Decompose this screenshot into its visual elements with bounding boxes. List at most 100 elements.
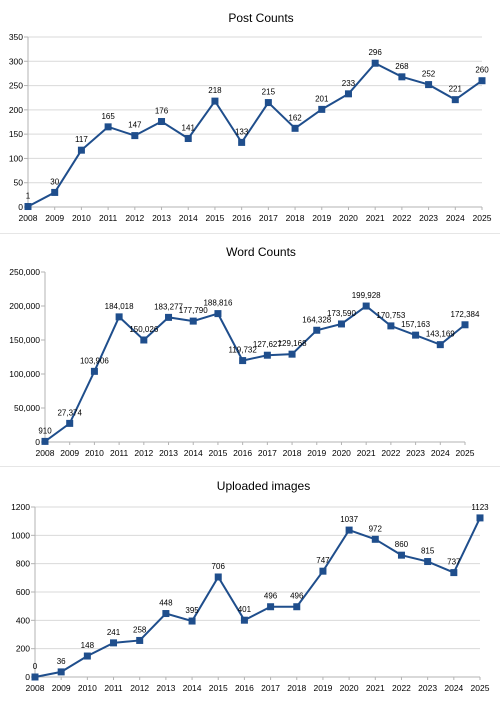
data-point: [90, 367, 98, 375]
data-point: [337, 320, 345, 328]
data-point: [158, 118, 166, 126]
data-point: [184, 135, 192, 143]
data-point: [397, 551, 405, 559]
data-point: [436, 341, 444, 349]
data-label: 129,168: [278, 339, 307, 348]
data-point: [424, 558, 432, 566]
data-label: 233: [342, 79, 356, 88]
data-point: [189, 317, 197, 325]
data-label: 268: [395, 62, 409, 71]
data-point: [291, 124, 299, 132]
data-label: 0: [33, 662, 38, 671]
data-point: [24, 203, 32, 211]
x-tick-label: 2017: [259, 213, 278, 223]
data-label: 148: [81, 641, 95, 650]
data-label: 395: [185, 606, 199, 615]
data-point: [293, 603, 301, 611]
data-label: 1123: [471, 503, 489, 512]
data-point: [66, 419, 74, 427]
y-tick-label: 50: [14, 178, 24, 188]
data-label: 1037: [340, 515, 358, 524]
data-point: [345, 526, 353, 534]
x-tick-label: 2011: [104, 683, 123, 693]
x-tick-label: 2016: [232, 213, 251, 223]
x-tick-label: 2008: [19, 213, 38, 223]
data-label: 133: [235, 127, 249, 136]
data-point: [214, 310, 222, 318]
data-label: 496: [264, 592, 278, 601]
x-tick-label: 2013: [159, 448, 178, 458]
data-point: [239, 357, 247, 365]
data-label: 172,384: [451, 310, 480, 319]
data-point: [288, 350, 296, 358]
data-label: 737: [447, 558, 461, 567]
x-tick-label: 2010: [72, 213, 91, 223]
data-label: 188,816: [203, 299, 232, 308]
data-label: 706: [212, 562, 226, 571]
y-tick-label: 1200: [11, 502, 30, 512]
data-label: 215: [262, 88, 276, 97]
data-point: [211, 97, 219, 105]
data-point: [313, 326, 321, 334]
chart-divider: [0, 233, 500, 234]
data-label: 141: [182, 124, 196, 133]
data-point: [319, 567, 327, 575]
x-tick-label: 2014: [183, 683, 202, 693]
data-point: [425, 81, 433, 89]
data-label: 119,732: [228, 346, 257, 355]
x-tick-label: 2009: [45, 213, 64, 223]
x-tick-label: 2019: [312, 213, 331, 223]
x-tick-label: 2018: [287, 683, 306, 693]
post-counts-chart: Post Counts 0 50 100 150 200 250 300 350 2008 2009…: [0, 0, 500, 232]
x-tick-label: 2009: [52, 683, 71, 693]
data-label: 36: [57, 657, 66, 666]
word-counts-chart: Word Counts 0 50,000 100,000 150,000 200,000 2…: [0, 236, 500, 464]
y-tick-label: 250: [9, 81, 23, 91]
x-tick-label: 2024: [446, 213, 465, 223]
y-tick-label: 50,000: [14, 403, 40, 413]
x-tick-label: 2009: [60, 448, 79, 458]
data-label: 401: [238, 605, 252, 614]
x-tick-label: 2015: [208, 448, 227, 458]
data-point: [188, 617, 196, 625]
x-tick-label: 2025: [473, 213, 492, 223]
data-point: [104, 123, 112, 131]
data-label: 448: [159, 599, 173, 608]
x-tick-label: 2022: [392, 683, 411, 693]
uploaded-images-svg: Uploaded images0200400600800100012002008…: [11, 479, 490, 693]
data-point: [131, 132, 139, 140]
x-tick-label: 2012: [125, 213, 144, 223]
data-label: 201: [315, 94, 329, 103]
data-label: 165: [101, 112, 115, 121]
x-tick-label: 2020: [332, 448, 351, 458]
data-label: 199,928: [352, 291, 381, 300]
y-tick-label: 100,000: [9, 369, 40, 379]
x-tick-label: 2019: [307, 448, 326, 458]
x-tick-label: 2017: [261, 683, 280, 693]
x-tick-label: 2010: [85, 448, 104, 458]
data-point: [450, 569, 458, 577]
y-tick-label: 0: [18, 202, 23, 212]
chart-title: Word Counts: [226, 245, 296, 259]
x-tick-label: 2012: [130, 683, 149, 693]
x-tick-label: 2025: [471, 683, 490, 693]
x-tick-label: 2021: [357, 448, 376, 458]
data-point: [478, 77, 486, 85]
data-label: 157,163: [401, 320, 430, 329]
data-label: 30: [50, 177, 59, 186]
x-tick-label: 2021: [366, 213, 385, 223]
data-point: [371, 535, 379, 543]
data-label: 241: [107, 628, 121, 637]
data-label: 184,018: [105, 302, 134, 311]
x-tick-label: 2024: [444, 683, 463, 693]
word-counts-svg: Word Counts 0 50,000 100,000 150,000 200,000 2…: [9, 245, 480, 458]
data-label: 221: [449, 85, 463, 94]
post-counts-svg: Post Counts 0 50 100 150 200 250 300 350 2008 2009…: [9, 11, 492, 223]
data-label: 910: [38, 426, 52, 435]
data-point: [264, 99, 272, 107]
data-point: [267, 603, 275, 611]
x-tick-label: 2022: [381, 448, 400, 458]
x-tick-label: 2016: [235, 683, 254, 693]
data-point: [238, 138, 246, 146]
data-point: [263, 351, 271, 359]
